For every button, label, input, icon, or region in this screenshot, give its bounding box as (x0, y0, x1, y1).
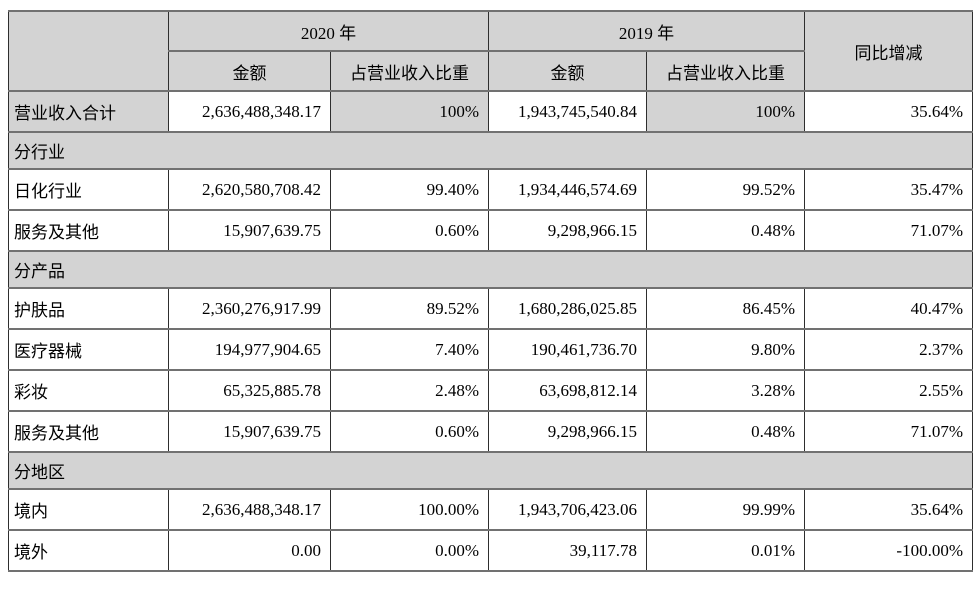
row-label-cell: 服务及其他 (8, 410, 169, 453)
amount-2020-header: 金额 (168, 50, 331, 92)
section-header-cell: 分地区 (8, 451, 973, 490)
ratio-2019-cell: 3.28% (646, 369, 805, 412)
table-row: 彩妆 65,325,885.78 2.48% 63,698,812.14 3.28% 2.… (8, 369, 973, 412)
ratio-2019-cell: 86.45% (646, 287, 805, 330)
revenue-breakdown-table: 2020 年 2019 年 同比增减 金额 占营业收入比重 金额 占营业收入比重… (8, 10, 973, 572)
amount-2020-cell: 2,636,488,348.17 (168, 488, 331, 531)
change-cell: 2.37% (804, 328, 973, 371)
amount-2019-cell: 39,117.78 (488, 529, 647, 572)
ratio-2019-header: 占营业收入比重 (646, 50, 805, 92)
row-label-cell: 营业收入合计 (8, 90, 169, 133)
section-row: 分产品 (8, 250, 973, 289)
amount-2019-cell: 190,461,736.70 (488, 328, 647, 371)
ratio-2019-cell: 100% (646, 90, 805, 133)
ratio-2020-cell: 0.60% (330, 209, 489, 252)
ratio-2020-cell: 0.00% (330, 529, 489, 572)
section-row: 分行业 (8, 131, 973, 170)
ratio-2020-cell: 99.40% (330, 168, 489, 211)
amount-2020-cell: 0.00 (168, 529, 331, 572)
row-label-cell: 境外 (8, 529, 169, 572)
ratio-2020-cell: 2.48% (330, 369, 489, 412)
change-cell: 71.07% (804, 209, 973, 252)
table-row: 境内 2,636,488,348.17 100.00% 1,943,706,423.0… (8, 488, 973, 531)
table-row: 营业收入合计 2,636,488,348.17 100% 1,943,745,540.… (8, 90, 973, 133)
table-row: 服务及其他 15,907,639.75 0.60% 9,298,966.15 0.48%… (8, 209, 973, 252)
table-row: 服务及其他 15,907,639.75 0.60% 9,298,966.15 0.48%… (8, 410, 973, 453)
ratio-2019-cell: 0.48% (646, 209, 805, 252)
ratio-2019-cell: 99.99% (646, 488, 805, 531)
section-row: 分地区 (8, 451, 973, 490)
amount-2019-cell: 9,298,966.15 (488, 209, 647, 252)
table-row: 护肤品 2,360,276,917.99 89.52% 1,680,286,025.8… (8, 287, 973, 330)
corner-empty-cell (8, 10, 169, 92)
row-label-cell: 境内 (8, 488, 169, 531)
section-header-cell: 分产品 (8, 250, 973, 289)
change-cell: 71.07% (804, 410, 973, 453)
ratio-2019-cell: 0.48% (646, 410, 805, 453)
change-cell: 2.55% (804, 369, 973, 412)
table-row: 医疗器械 194,977,904.65 7.40% 190,461,736.70 9.8… (8, 328, 973, 371)
row-label-cell: 服务及其他 (8, 209, 169, 252)
amount-2019-header: 金额 (488, 50, 647, 92)
change-cell: 35.64% (804, 488, 973, 531)
row-label-cell: 医疗器械 (8, 328, 169, 371)
amount-2019-cell: 1,943,706,423.06 (488, 488, 647, 531)
amount-2020-cell: 2,636,488,348.17 (168, 90, 331, 133)
year-2019-header: 2019 年 (488, 10, 805, 52)
row-label-cell: 日化行业 (8, 168, 169, 211)
amount-2020-cell: 194,977,904.65 (168, 328, 331, 371)
table-header-row-measures: 金额 占营业收入比重 金额 占营业收入比重 (9, 50, 973, 92)
row-label-cell: 彩妆 (8, 369, 169, 412)
amount-2020-cell: 2,360,276,917.99 (168, 287, 331, 330)
section-header-cell: 分行业 (8, 131, 973, 170)
row-label-cell: 护肤品 (8, 287, 169, 330)
amount-2020-cell: 15,907,639.75 (168, 410, 331, 453)
ratio-2020-cell: 0.60% (330, 410, 489, 453)
change-cell: 35.64% (804, 90, 973, 133)
amount-2019-cell: 63,698,812.14 (488, 369, 647, 412)
ratio-2020-cell: 7.40% (330, 328, 489, 371)
table-body: 营业收入合计 2,636,488,348.17 100% 1,943,745,540.… (8, 90, 973, 572)
ratio-2020-cell: 100.00% (330, 488, 489, 531)
table-row: 日化行业 2,620,580,708.42 99.40% 1,934,446,574.… (8, 168, 973, 211)
ratio-2019-cell: 99.52% (646, 168, 805, 211)
table-row: 境外 0.00 0.00% 39,117.78 0.01% -100.00% (8, 529, 973, 572)
yoy-change-header: 同比增减 (804, 10, 973, 92)
ratio-2020-cell: 100% (330, 90, 489, 133)
change-cell: -100.00% (804, 529, 973, 572)
amount-2019-cell: 9,298,966.15 (488, 410, 647, 453)
amount-2020-cell: 65,325,885.78 (168, 369, 331, 412)
ratio-2020-header: 占营业收入比重 (330, 50, 489, 92)
amount-2019-cell: 1,934,446,574.69 (488, 168, 647, 211)
change-cell: 35.47% (804, 168, 973, 211)
amount-2020-cell: 2,620,580,708.42 (168, 168, 331, 211)
table-header-row-years: 2020 年 2019 年 同比增减 (8, 10, 973, 92)
amount-2019-cell: 1,943,745,540.84 (488, 90, 647, 133)
ratio-2020-cell: 89.52% (330, 287, 489, 330)
change-cell: 40.47% (804, 287, 973, 330)
ratio-2019-cell: 9.80% (646, 328, 805, 371)
amount-2020-cell: 15,907,639.75 (168, 209, 331, 252)
amount-2019-cell: 1,680,286,025.85 (488, 287, 647, 330)
year-2020-header: 2020 年 (168, 10, 489, 52)
ratio-2019-cell: 0.01% (646, 529, 805, 572)
